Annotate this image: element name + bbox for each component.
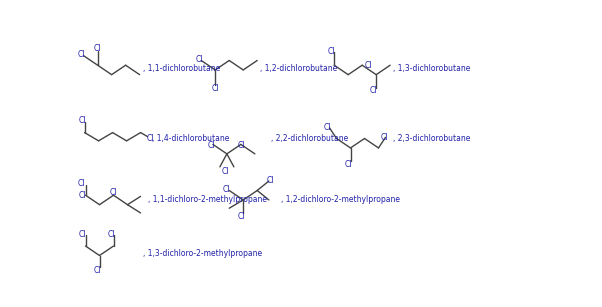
Text: , 2,2-dichlorobutane: , 2,2-dichlorobutane xyxy=(272,134,349,143)
Text: Cl: Cl xyxy=(267,176,274,185)
Text: Cl: Cl xyxy=(328,47,336,56)
Text: Cl: Cl xyxy=(146,134,154,143)
Text: Cl: Cl xyxy=(195,55,203,64)
Text: , 1,1-dichloro-2-methylpropane: , 1,1-dichloro-2-methylpropane xyxy=(147,196,267,204)
Text: Cl: Cl xyxy=(78,116,86,125)
Text: , 1,2-dichlorobutane: , 1,2-dichlorobutane xyxy=(259,64,337,73)
Text: Cl: Cl xyxy=(79,230,87,239)
Text: Cl: Cl xyxy=(78,50,85,59)
Text: , 1,4-dichlorobutane: , 1,4-dichlorobutane xyxy=(152,134,229,143)
Text: , 2,3-dichlorobutane: , 2,3-dichlorobutane xyxy=(393,134,470,143)
Text: , 1,2-dichloro-2-methylpropane: , 1,2-dichloro-2-methylpropane xyxy=(281,196,400,204)
Text: Cl: Cl xyxy=(94,44,101,53)
Text: Cl: Cl xyxy=(212,84,220,93)
Text: Cl: Cl xyxy=(344,160,352,169)
Text: Cl: Cl xyxy=(238,212,245,221)
Text: Cl: Cl xyxy=(323,122,331,132)
Text: Cl: Cl xyxy=(370,86,377,95)
Text: Cl: Cl xyxy=(94,266,101,275)
Text: Cl: Cl xyxy=(78,179,85,188)
Text: , 1,1-dichlorobutane: , 1,1-dichlorobutane xyxy=(143,64,220,73)
Text: Cl: Cl xyxy=(365,61,372,70)
Text: Cl: Cl xyxy=(223,185,230,194)
Text: , 1,3-dichlorobutane: , 1,3-dichlorobutane xyxy=(393,64,470,73)
Text: Cl: Cl xyxy=(237,141,244,150)
Text: Cl: Cl xyxy=(110,188,117,197)
Text: Cl: Cl xyxy=(381,133,388,142)
Text: Cl: Cl xyxy=(79,191,87,200)
Text: Cl: Cl xyxy=(207,141,215,150)
Text: , 1,3-dichloro-2-methylpropane: , 1,3-dichloro-2-methylpropane xyxy=(143,249,262,258)
Text: Cl: Cl xyxy=(222,167,229,176)
Text: Cl: Cl xyxy=(108,230,116,239)
